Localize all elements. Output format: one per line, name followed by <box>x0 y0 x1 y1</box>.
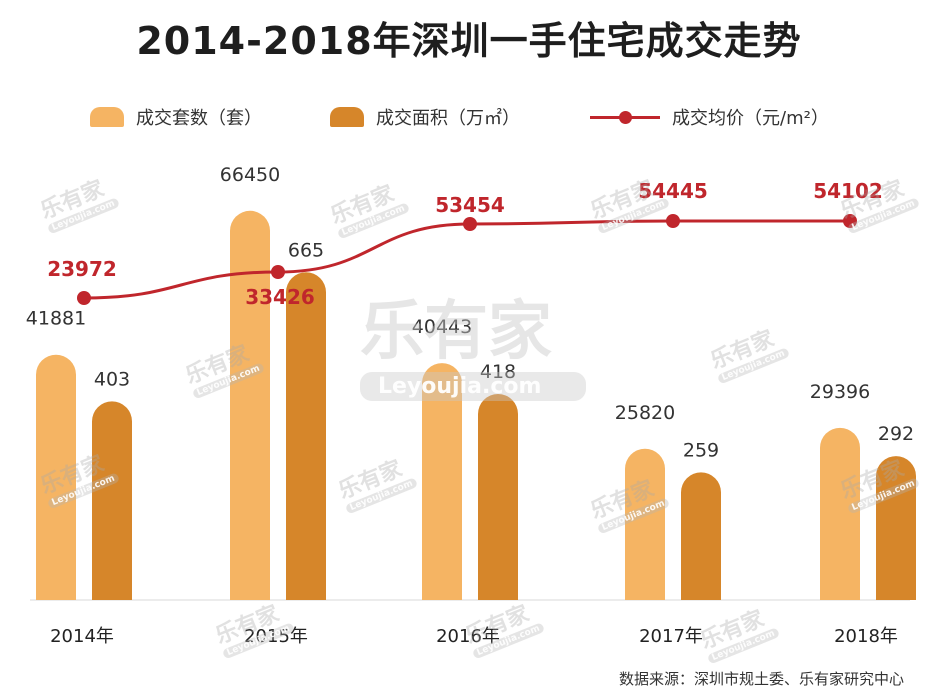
legend-label-price: 成交均价（元/m²） <box>672 108 829 129</box>
bar-units-2014 <box>36 354 76 600</box>
label-units-2018: 29396 <box>810 381 870 403</box>
bar-units-2015 <box>230 210 270 601</box>
bar-area-2016 <box>478 393 518 600</box>
price-label-2018: 54102 <box>813 179 883 203</box>
legend-swatch-area <box>330 107 364 127</box>
bar-units-2016 <box>422 363 462 600</box>
x-tick-label-2018: 2018年 <box>834 626 898 647</box>
bar-area-2014 <box>92 401 132 600</box>
price-point-2014 <box>77 291 91 305</box>
price-point-2018 <box>843 214 857 228</box>
label-area-2018: 292 <box>878 423 914 445</box>
legend-item-price: 成交均价（元/m²） <box>590 100 829 134</box>
label-units-2015: 66450 <box>220 164 280 186</box>
label-units-2014: 41881 <box>26 308 86 330</box>
bar-area-2017 <box>681 472 721 600</box>
label-units-2017: 25820 <box>615 402 675 424</box>
label-area-2017: 259 <box>683 439 719 461</box>
legend-label-units: 成交套数（套） <box>136 108 262 129</box>
legend-item-units: 成交套数（套） <box>90 100 262 134</box>
label-units-2016: 40443 <box>412 316 472 338</box>
price-line <box>83 219 850 300</box>
legend-swatch-units <box>90 107 124 127</box>
chart-title: 2014-2018年深圳一手住宅成交走势 <box>136 19 802 63</box>
price-label-2015: 33426 <box>245 285 315 309</box>
legend-line-price <box>590 110 660 124</box>
label-area-2016: 418 <box>480 361 516 383</box>
price-label-2016: 53454 <box>435 193 505 217</box>
legend-label-area: 成交面积（万㎡） <box>376 108 520 129</box>
legend: 成交套数（套） 成交面积（万㎡） 成交均价（元/m²） <box>0 100 938 134</box>
label-area-2015: 665 <box>288 239 324 261</box>
legend-item-area: 成交面积（万㎡） <box>330 100 520 134</box>
price-point-2016 <box>463 217 477 231</box>
x-tick-label-2016: 2016年 <box>436 626 500 647</box>
bar-area-2018 <box>876 456 916 600</box>
price-label-2014: 23972 <box>47 257 117 281</box>
price-point-2015 <box>271 265 285 279</box>
x-tick-label-2015: 2015年 <box>244 626 308 647</box>
bar-units-2018 <box>820 427 860 600</box>
bar-area-2015 <box>286 272 326 600</box>
x-tick-label-2014: 2014年 <box>50 626 114 647</box>
x-tick-label-2017: 2017年 <box>639 626 703 647</box>
legend-dot-price <box>619 110 632 124</box>
label-area-2014: 403 <box>94 368 130 390</box>
price-point-2017 <box>666 214 680 228</box>
data-source-note: 数据来源：深圳市规土委、乐有家研究中心 <box>618 670 904 688</box>
price-label-2017: 54445 <box>638 179 708 203</box>
bar-units-2017 <box>625 448 665 600</box>
